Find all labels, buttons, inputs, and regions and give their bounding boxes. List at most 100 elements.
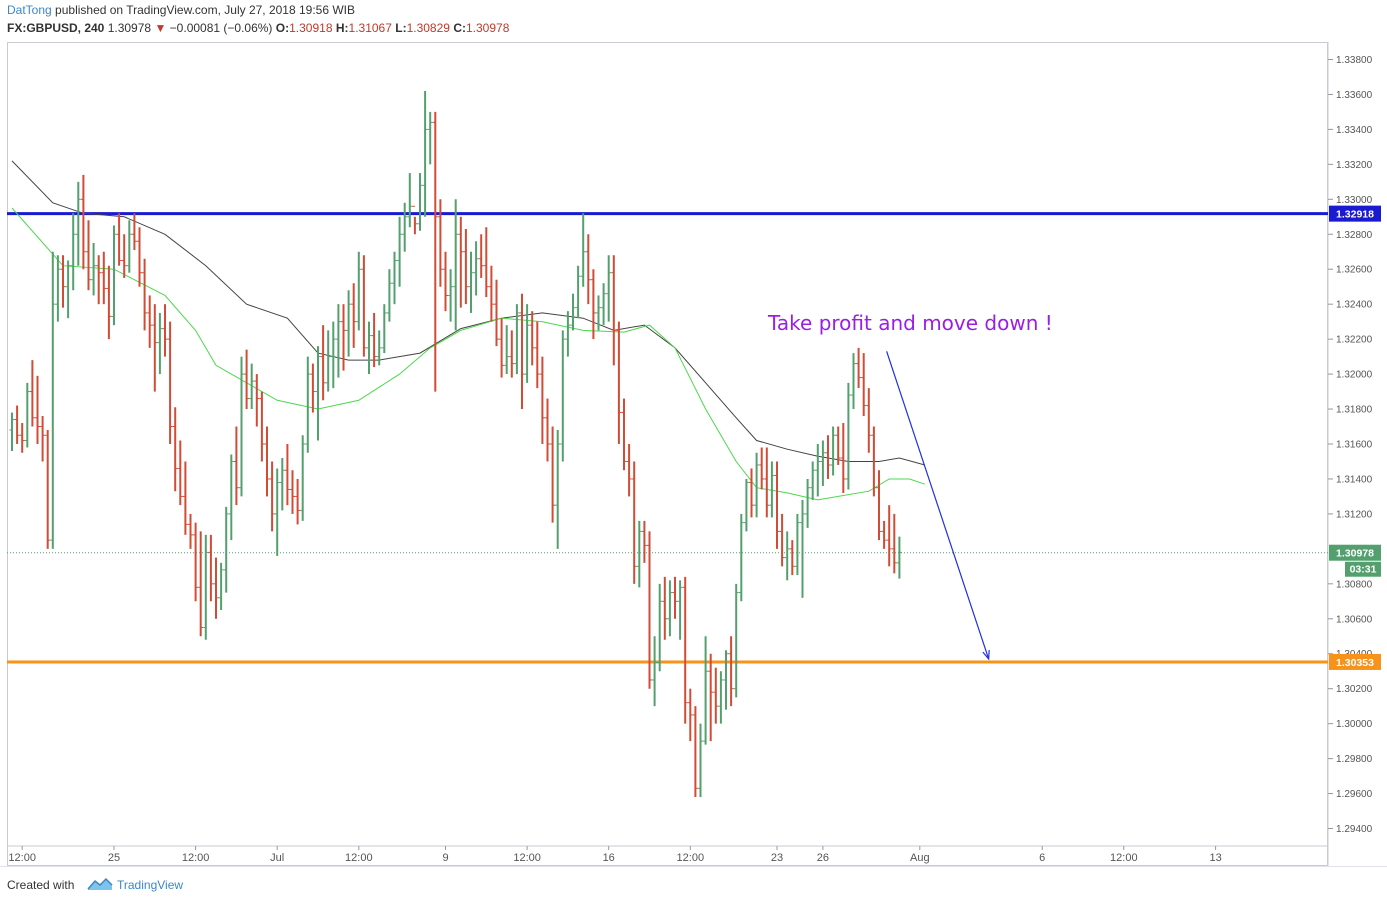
ohlc-bar [437, 199, 443, 287]
projection-arrow-line [886, 351, 990, 660]
ohlc-bar [371, 312, 377, 368]
ohlc-bar [682, 576, 688, 724]
ohlc-bar [636, 520, 642, 588]
ohlc-bar [565, 311, 571, 357]
ohlc-bar [182, 461, 188, 535]
ohlc-bar [116, 213, 122, 266]
ohlc-bar [575, 265, 581, 319]
ohlc-bar [19, 423, 25, 453]
x-tick-label: 16 [603, 852, 615, 864]
ohlc-bar [810, 461, 816, 500]
ohlc-bar [300, 435, 306, 521]
ohlc-bar [468, 251, 474, 313]
footer: Created with TradingView [0, 866, 1387, 903]
ohlc-bar [657, 583, 663, 672]
ohlc-bar [723, 650, 729, 710]
y-tick-label: 1.30000 [1336, 719, 1373, 730]
created-with-text: Created with [7, 878, 75, 892]
price-chart[interactable]: 1.33800 1.33600 1.33400 1.33200 1.33000 1.328… [0, 0, 1387, 866]
support-price-label: 1.30353 [1329, 653, 1381, 670]
ohlc-bar [55, 255, 61, 322]
symbol-info: FX:GBPUSD, 240 1.30978 ▼ −0.00081 (−0.06… [7, 21, 509, 35]
time-axis[interactable]: 12:00 25 12:00 Jul 12:00 9 12:00 16 12:00 23 26 Aug… [8, 846, 1222, 864]
price-axis[interactable]: 1.33800 1.33600 1.33400 1.33200 1.33000 1.328… [1328, 55, 1373, 835]
y-tick-label: 1.33600 [1336, 90, 1373, 101]
ohlc-bar [402, 202, 408, 252]
ohlc-bar [417, 173, 423, 231]
ohlc-bar [427, 111, 433, 165]
ohlc-bar [478, 234, 484, 278]
ohlc-bar [193, 522, 199, 602]
ohlc-bar [335, 304, 341, 378]
last-price-label-text: 1.30978 [1336, 548, 1374, 560]
ohlc-bar [60, 255, 66, 308]
low-value: 1.30829 [406, 21, 450, 35]
x-tick-label: 6 [1039, 852, 1045, 864]
ohlc-bar [749, 468, 754, 518]
ohlc-bar [397, 216, 403, 287]
y-tick-label: 1.30600 [1336, 614, 1373, 625]
ohlc-bar [794, 513, 800, 576]
y-tick-label: 1.29600 [1336, 789, 1373, 800]
x-tick-label: 25 [108, 852, 120, 864]
ohlc-bar [172, 407, 178, 492]
x-tick-label: 12:00 [182, 852, 210, 864]
y-tick-label: 1.32000 [1336, 370, 1373, 381]
ohlc-bar [249, 363, 255, 410]
ohlc-bar [631, 461, 637, 584]
plot-frame [7, 42, 1328, 866]
ohlc-bar [412, 205, 418, 235]
y-tick-label: 1.30200 [1336, 684, 1373, 695]
tradingview-logo-icon[interactable] [87, 877, 113, 891]
ohlc-bar [29, 360, 35, 427]
ohlc-bars [9, 90, 902, 798]
ohlc-bar [789, 540, 795, 576]
ohlc-bar [279, 457, 285, 511]
ohlc-bar [45, 430, 51, 549]
ohlc-bar [407, 173, 413, 228]
y-tick-label: 1.31400 [1336, 474, 1373, 485]
author-link[interactable]: DatTong [7, 3, 52, 17]
ohlc-bar [672, 576, 678, 619]
countdown-text: 03:31 [1350, 564, 1377, 576]
x-tick-label: 12:00 [513, 852, 541, 864]
ohlc-bar [703, 636, 709, 745]
high-label: H: [335, 21, 349, 35]
ohlc-bar [254, 374, 260, 427]
resistance-price-label: 1.32918 [1329, 205, 1381, 222]
ohlc-bar [733, 583, 739, 698]
tradingview-link[interactable]: TradingView [117, 878, 184, 892]
ohlc-bar [167, 321, 173, 444]
ohlc-bar [545, 398, 550, 462]
ohlc-bar [886, 505, 892, 567]
ohlc-bar [284, 444, 290, 506]
ohlc-bar [845, 382, 851, 490]
ohlc-bar [754, 452, 760, 518]
ohlc-bar [779, 513, 785, 567]
ohlc-bar [233, 426, 239, 506]
ohlc-bar [585, 234, 591, 305]
ohlc-bar [820, 440, 826, 486]
y-tick-label: 1.33400 [1336, 125, 1373, 136]
ohlc-bar [152, 304, 158, 392]
ohlc-bar [494, 279, 499, 347]
ohlc-bar [361, 255, 367, 357]
ohlc-bar [800, 499, 805, 598]
publish-info: DatTong published on TradingView.com, Ju… [7, 3, 355, 17]
ohlc-bar [65, 260, 71, 319]
ohlc-bar [866, 388, 872, 453]
ohlc-bar [106, 265, 112, 340]
ohlc-bar [422, 90, 428, 217]
countdown-bg [1345, 561, 1381, 577]
ohlc-bar [851, 353, 856, 410]
ohlc-bar [157, 312, 163, 375]
y-tick-label: 1.32400 [1336, 300, 1373, 311]
down-arrow-icon: ▼ [154, 21, 167, 35]
ohlc-bar [550, 426, 556, 523]
ohlc-bar [647, 531, 652, 689]
ohlc-bar [499, 318, 505, 378]
x-tick-label: 12:00 [1110, 852, 1138, 864]
ohlc-bar [504, 325, 510, 375]
ohlc-bar [896, 536, 902, 579]
ohlc-bar [743, 478, 749, 532]
